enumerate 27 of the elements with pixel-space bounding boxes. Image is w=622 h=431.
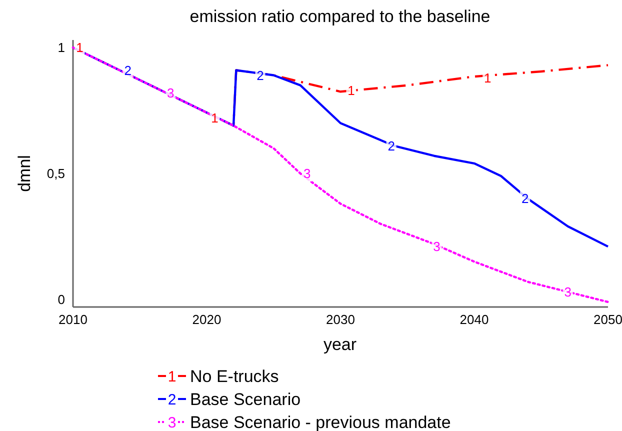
x-tick-label: 2040 <box>460 312 489 327</box>
annotation: 1 <box>76 40 84 56</box>
annotation: 2 <box>256 68 264 83</box>
annotation: 3 <box>433 239 440 254</box>
y-tick-label: 0,5 <box>46 166 65 182</box>
x-tick-label: 2010 <box>58 312 88 327</box>
annotation: 1 <box>484 70 492 86</box>
y-axis-title: dmnl <box>15 155 34 192</box>
annotation: 2 <box>388 138 395 154</box>
annotation: 1 <box>348 82 355 98</box>
y-tick-label: 1 <box>58 40 65 56</box>
annotation: 2 <box>124 62 132 78</box>
annotation: 2 <box>521 191 529 206</box>
x-tick-label: 2050 <box>594 312 622 327</box>
x-axis-title: year <box>323 335 357 354</box>
annotation: 1 <box>211 110 218 126</box>
chart-title: emission ratio compared to the baseline <box>190 7 490 26</box>
y-tick-label: 0 <box>58 292 65 307</box>
annotation: 3 <box>167 85 174 100</box>
text: 1 <box>168 368 176 386</box>
x-tick-label: 2030 <box>326 312 355 327</box>
legend-label: Base Scenario <box>190 390 301 409</box>
x-tick-label: 2020 <box>192 312 222 327</box>
text: 3 <box>168 414 176 431</box>
legend-label: No E-trucks <box>190 366 279 386</box>
annotation: 3 <box>303 166 311 182</box>
text: 2 <box>168 391 176 408</box>
